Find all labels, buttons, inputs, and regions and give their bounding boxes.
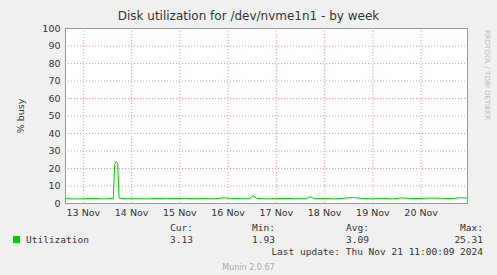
svg-text:15 Nov: 15 Nov — [163, 207, 197, 218]
html-text:Utilization: Utilization — [26, 234, 89, 245]
svg-text:20: 20 — [48, 163, 60, 174]
svg-text:16 Nov: 16 Nov — [211, 207, 245, 218]
svg-text:18 Nov: 18 Nov — [308, 207, 342, 218]
svg-text:60: 60 — [48, 93, 60, 104]
html-text:3.09: 3.09 — [346, 234, 369, 245]
svg-text:50: 50 — [48, 110, 60, 121]
svg-text:% busy: % busy — [15, 98, 26, 133]
html-text:Disk utilization for /dev/nvme: Disk utilization for /dev/nvme1n1 - by w… — [117, 9, 380, 23]
html-text:25.31: 25.31 — [454, 234, 483, 245]
svg-text:17 Nov: 17 Nov — [260, 207, 294, 218]
html-text:Max:: Max: — [460, 222, 483, 233]
html-text:Cur:: Cur: — [170, 222, 193, 233]
html-text:1.93: 1.93 — [252, 234, 275, 245]
svg-text:0: 0 — [54, 198, 60, 209]
html-text:Munin 2.0.67: Munin 2.0.67 — [222, 263, 275, 272]
svg-text:20 Nov: 20 Nov — [404, 207, 438, 218]
html-text:RRDTOOL / TOBI OETIKER: RRDTOOL / TOBI OETIKER — [483, 30, 491, 121]
html-text:Avg:: Avg: — [346, 222, 369, 233]
svg-text:90: 90 — [48, 40, 60, 51]
svg-text:10: 10 — [48, 180, 60, 191]
svg-text:40: 40 — [48, 128, 60, 139]
svg-text:19 Nov: 19 Nov — [356, 207, 390, 218]
svg-text:80: 80 — [48, 58, 60, 69]
html-text:Min:: Min: — [252, 222, 275, 233]
html-text:3.13: 3.13 — [170, 234, 193, 245]
svg-text:30: 30 — [48, 145, 60, 156]
svg-text:14 Nov: 14 Nov — [115, 207, 149, 218]
svg-text:70: 70 — [48, 75, 60, 86]
html-text:Last update: Thu Nov 21 11:00:: Last update: Thu Nov 21 11:00:09 2024 — [271, 246, 483, 257]
svg-text:100: 100 — [42, 23, 60, 34]
svg-text:13 Nov: 13 Nov — [67, 207, 101, 218]
